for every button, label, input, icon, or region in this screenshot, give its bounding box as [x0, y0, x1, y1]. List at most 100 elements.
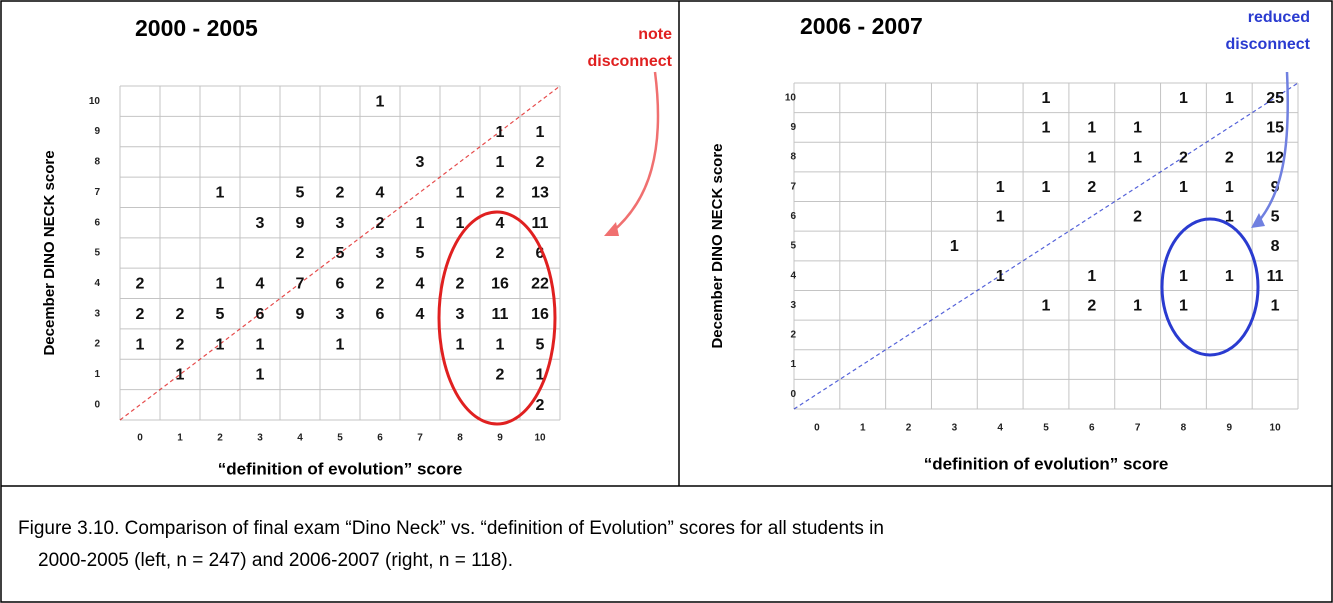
y-tick-label: 9 — [94, 126, 100, 137]
x-axis-label: “definition of evolution” score — [218, 459, 463, 478]
count-label: 2 — [376, 276, 385, 293]
count-label: 3 — [376, 245, 385, 262]
count-label: 7 — [296, 276, 305, 293]
chart-title: 2000 - 2005 — [135, 15, 258, 41]
x-tick-label: 8 — [457, 433, 463, 444]
y-tick-label: 3 — [790, 300, 796, 311]
count-label: 1 — [996, 179, 1005, 196]
y-tick-label: 6 — [790, 211, 796, 222]
count-label: 2 — [336, 184, 345, 201]
y-tick-label: 10 — [785, 92, 797, 103]
count-label: 1 — [1179, 268, 1188, 285]
y-tick-label: 4 — [94, 278, 100, 289]
count-label: 3 — [256, 215, 265, 232]
count-label: 1 — [456, 215, 465, 232]
count-label: 15 — [1266, 120, 1284, 137]
count-label: 2 — [456, 276, 465, 293]
x-axis-label: “definition of evolution” score — [924, 454, 1169, 473]
count-label: 4 — [416, 276, 425, 293]
count-label: 5 — [336, 245, 345, 262]
y-tick-label: 2 — [790, 330, 796, 341]
count-label: 1 — [496, 124, 505, 141]
count-label: 9 — [296, 215, 305, 232]
count-label: 1 — [1225, 209, 1234, 226]
count-label: 1 — [456, 184, 465, 201]
y-tick-label: 1 — [94, 369, 100, 380]
count-label: 2 — [496, 184, 505, 201]
count-label: 2 — [376, 215, 385, 232]
count-label: 1 — [256, 367, 265, 384]
count-label: 1 — [416, 215, 425, 232]
count-label: 4 — [256, 276, 265, 293]
count-label: 2 — [1087, 179, 1096, 196]
x-tick-label: 6 — [1089, 423, 1095, 434]
count-label: 16 — [491, 276, 509, 293]
y-tick-label: 6 — [94, 217, 100, 228]
count-label: 22 — [531, 276, 549, 293]
count-label: 8 — [1271, 238, 1280, 255]
count-label: 9 — [1271, 179, 1280, 196]
count-label: 12 — [1266, 149, 1284, 166]
x-tick-label: 3 — [952, 423, 958, 434]
count-label: 1 — [1225, 179, 1234, 196]
x-tick-label: 2 — [906, 423, 912, 434]
x-tick-label: 10 — [1270, 423, 1282, 434]
x-tick-label: 6 — [377, 433, 383, 444]
count-label: 9 — [296, 306, 305, 323]
y-tick-label: 7 — [790, 181, 796, 192]
count-label: 4 — [496, 215, 505, 232]
count-label: 1 — [996, 268, 1005, 285]
x-tick-label: 9 — [497, 433, 503, 444]
count-label: 2 — [496, 245, 505, 262]
count-label: 13 — [531, 184, 549, 201]
count-label: 16 — [531, 306, 549, 323]
count-label: 1 — [256, 336, 265, 353]
count-label: 1 — [1225, 268, 1234, 285]
caption: Figure 3.10. Comparison of final exam “D… — [18, 518, 884, 539]
y-tick-label: 8 — [790, 152, 796, 163]
annotation: disconnect — [588, 53, 673, 70]
count-label: 1 — [1042, 120, 1051, 137]
count-label: 2 — [136, 306, 145, 323]
y-tick-label: 0 — [94, 399, 100, 410]
count-label: 1 — [1133, 120, 1142, 137]
count-label: 1 — [216, 184, 225, 201]
count-label: 1 — [996, 209, 1005, 226]
count-label: 25 — [1266, 90, 1284, 107]
count-label: 1 — [1225, 90, 1234, 107]
count-label: 2 — [1133, 209, 1142, 226]
x-tick-label: 5 — [337, 433, 343, 444]
x-tick-label: 2 — [217, 433, 223, 444]
arrow — [1257, 71, 1290, 223]
count-label: 1 — [1133, 297, 1142, 314]
count-label: 2 — [496, 367, 505, 384]
y-tick-label: 10 — [89, 96, 101, 107]
arrow — [611, 71, 660, 233]
count-label: 1 — [1133, 149, 1142, 166]
y-tick-label: 4 — [790, 270, 796, 281]
count-label: 5 — [296, 184, 305, 201]
count-label: 11 — [1267, 268, 1284, 285]
count-label: 2 — [176, 306, 185, 323]
count-label: 1 — [216, 336, 225, 353]
arrowhead — [1251, 213, 1265, 228]
x-tick-label: 1 — [860, 423, 866, 434]
annotation: note — [638, 26, 672, 43]
count-label: 5 — [416, 245, 425, 262]
count-label: 1 — [1087, 149, 1096, 166]
count-label: 1 — [950, 238, 959, 255]
y-axis-label: December DINO NECK score — [709, 143, 726, 348]
diagonal — [119, 85, 561, 421]
count-label: 2 — [536, 397, 545, 414]
count-label: 2 — [176, 336, 185, 353]
count-label: 4 — [416, 306, 425, 323]
y-axis-label: December DINO NECK score — [41, 150, 58, 355]
x-tick-label: 8 — [1181, 423, 1187, 434]
y-tick-label: 1 — [790, 359, 796, 370]
count-label: 1 — [536, 367, 545, 384]
count-label: 6 — [376, 306, 385, 323]
count-label: 1 — [1179, 179, 1188, 196]
count-label: 2 — [296, 245, 305, 262]
